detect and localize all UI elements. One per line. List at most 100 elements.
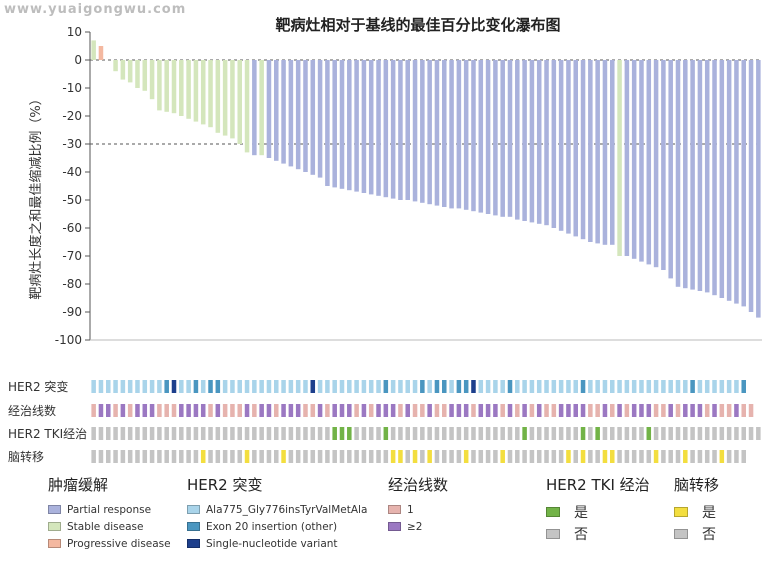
track-cell bbox=[500, 427, 505, 440]
bar bbox=[602, 60, 608, 245]
track-cell bbox=[347, 427, 352, 440]
track-cell bbox=[113, 404, 118, 417]
track-cell bbox=[646, 450, 652, 463]
track-cell bbox=[551, 450, 557, 463]
bar bbox=[149, 60, 155, 100]
track-cell bbox=[230, 404, 235, 417]
track-cell bbox=[595, 427, 600, 440]
bar bbox=[756, 60, 761, 318]
track-cell bbox=[683, 427, 688, 440]
track-cell bbox=[675, 404, 681, 417]
track-cell bbox=[106, 427, 111, 440]
track-cell bbox=[566, 427, 571, 440]
track-cell bbox=[631, 404, 637, 417]
track-cell bbox=[230, 450, 235, 463]
track-cell bbox=[602, 450, 608, 463]
track-cell bbox=[376, 404, 381, 417]
bar bbox=[339, 60, 345, 189]
track-cell bbox=[471, 404, 476, 417]
track-cell bbox=[463, 380, 469, 393]
track-cell bbox=[617, 380, 622, 393]
track-cell bbox=[478, 380, 484, 393]
legend-item-lines-2plus: ≥2 bbox=[388, 518, 448, 535]
track-cell bbox=[398, 404, 403, 417]
track-cell bbox=[361, 427, 367, 440]
track-cell bbox=[215, 450, 221, 463]
legend-label: Ala775_Gly776insTyrValMetAla bbox=[206, 503, 368, 516]
track-cell bbox=[434, 427, 440, 440]
track-cell bbox=[193, 380, 199, 393]
track-cell bbox=[310, 380, 316, 393]
bar bbox=[412, 60, 418, 202]
track-cell bbox=[208, 404, 213, 417]
track-cell bbox=[361, 450, 367, 463]
legend-label: ≥2 bbox=[407, 520, 423, 533]
bar bbox=[624, 60, 630, 256]
track-cell bbox=[449, 427, 454, 440]
track-cell bbox=[661, 450, 666, 463]
track-cell bbox=[317, 450, 323, 463]
track-cell bbox=[310, 450, 316, 463]
bar bbox=[500, 60, 505, 217]
track-cell bbox=[310, 404, 316, 417]
track-cell bbox=[208, 450, 213, 463]
y-tick-label: -20 bbox=[62, 109, 82, 123]
track-cell bbox=[463, 404, 469, 417]
bar bbox=[259, 60, 264, 156]
track-cell bbox=[259, 380, 264, 393]
track-cell bbox=[507, 404, 513, 417]
track-cell bbox=[471, 427, 476, 440]
track-cell bbox=[113, 380, 118, 393]
track-cell bbox=[573, 450, 578, 463]
track-cell bbox=[580, 427, 586, 440]
track-cell bbox=[127, 427, 133, 440]
bar bbox=[208, 60, 213, 128]
bar bbox=[281, 60, 286, 164]
bar bbox=[376, 60, 381, 196]
track-cell bbox=[303, 450, 308, 463]
track-cell bbox=[295, 404, 301, 417]
track-cell bbox=[566, 404, 571, 417]
y-tick-label: -10 bbox=[62, 81, 82, 95]
track-cell bbox=[726, 380, 732, 393]
track-cell bbox=[734, 404, 739, 417]
legend-title: 肿瘤缓解 bbox=[48, 476, 109, 494]
bar bbox=[588, 60, 593, 242]
track-cell bbox=[675, 450, 681, 463]
track-cell bbox=[610, 404, 615, 417]
track-cell bbox=[478, 450, 484, 463]
track-cell bbox=[522, 450, 527, 463]
track-cell bbox=[712, 450, 717, 463]
track-cell bbox=[135, 404, 140, 417]
track-cell bbox=[536, 427, 542, 440]
track-cell bbox=[339, 427, 345, 440]
bar bbox=[471, 60, 476, 212]
track-cell bbox=[171, 427, 177, 440]
track-cell bbox=[719, 380, 725, 393]
track-cell bbox=[274, 450, 279, 463]
track-cell bbox=[442, 427, 447, 440]
track-cell bbox=[135, 380, 140, 393]
track-cell bbox=[690, 380, 695, 393]
track-cell bbox=[412, 404, 418, 417]
track-cell bbox=[668, 427, 673, 440]
track-cell bbox=[193, 450, 199, 463]
bar bbox=[456, 60, 462, 209]
track-cell bbox=[332, 427, 337, 440]
legend-item-lines-1: 1 bbox=[388, 501, 448, 518]
bar bbox=[383, 60, 389, 198]
bar bbox=[354, 60, 359, 192]
bar bbox=[427, 60, 432, 205]
track-cell bbox=[456, 404, 462, 417]
track-cell bbox=[120, 427, 126, 440]
track-cell bbox=[697, 380, 703, 393]
bar bbox=[91, 40, 96, 60]
track-cell bbox=[412, 380, 418, 393]
track-cell bbox=[303, 404, 308, 417]
track-cell bbox=[442, 450, 447, 463]
track-cell bbox=[113, 450, 118, 463]
track-cell bbox=[390, 450, 396, 463]
track-cell bbox=[639, 380, 644, 393]
track-cell bbox=[420, 380, 425, 393]
track-cell bbox=[368, 404, 374, 417]
